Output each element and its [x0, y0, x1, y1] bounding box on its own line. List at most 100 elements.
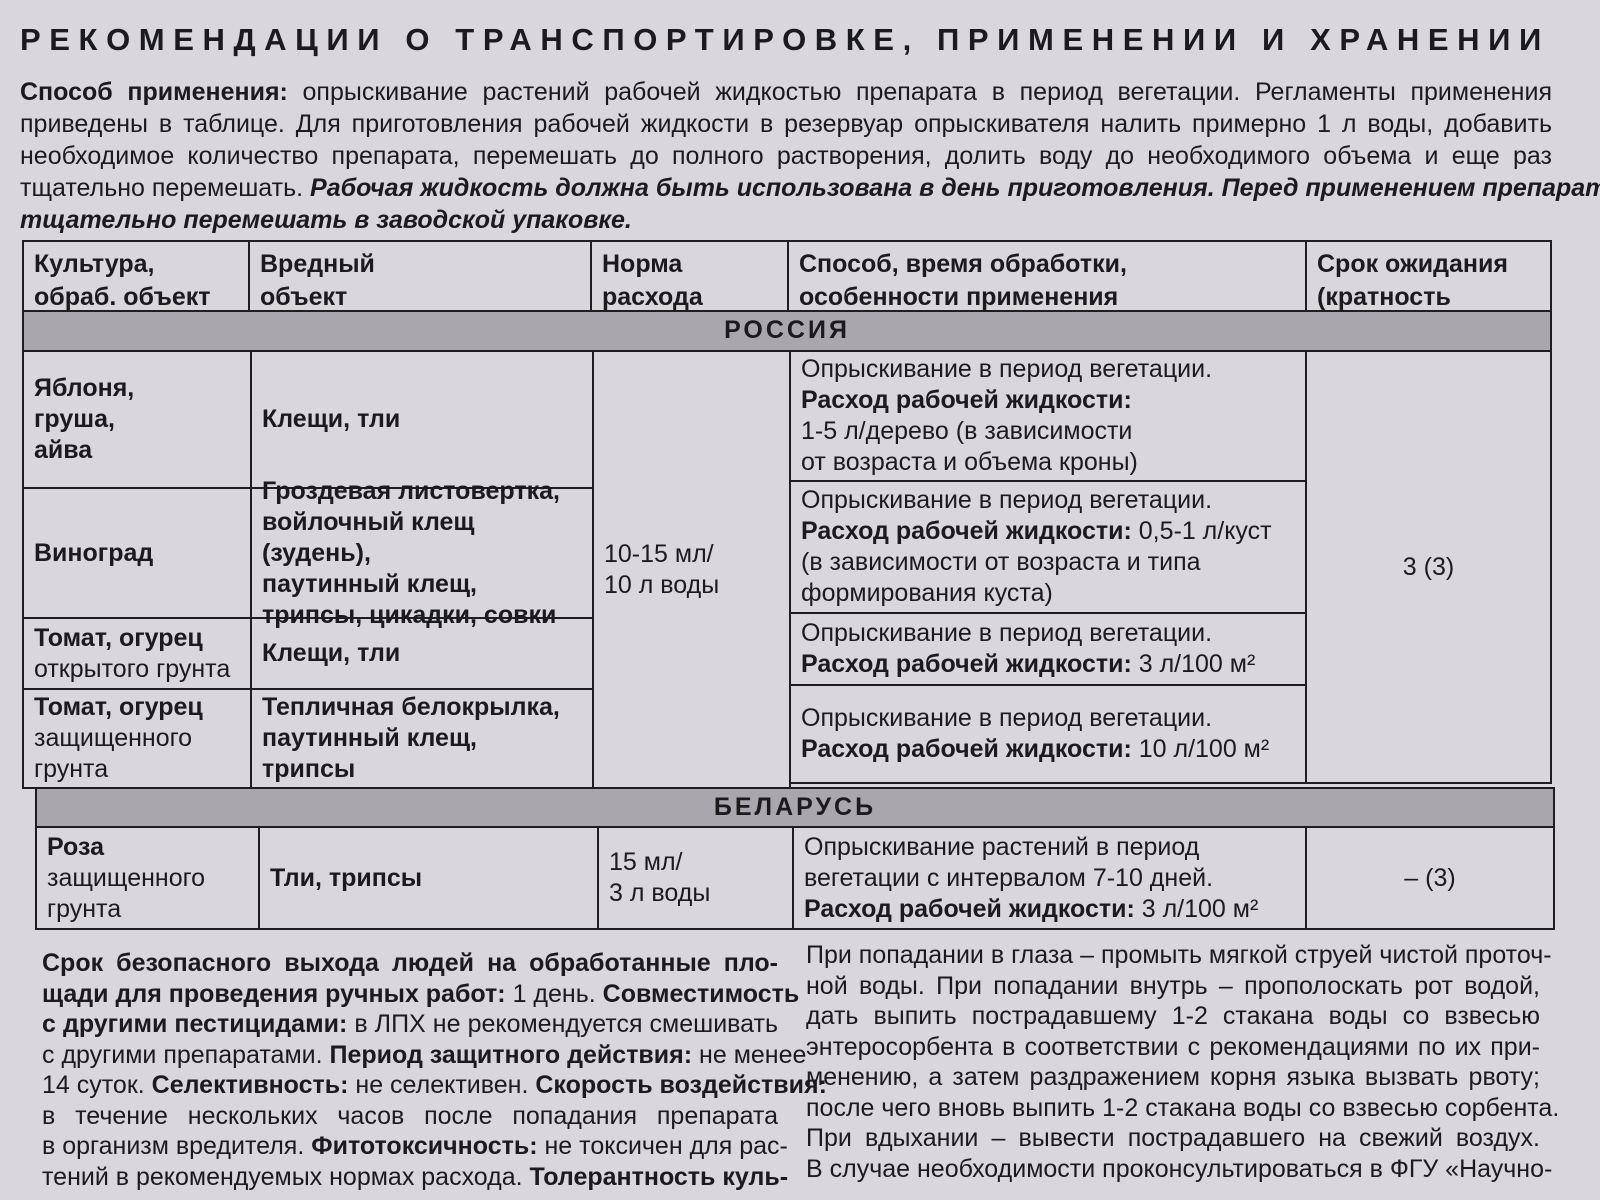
- text-segment: 14 суток.: [42, 1071, 152, 1099]
- method-cell: Опрыскивание в период вегетации. Расход …: [789, 480, 1307, 614]
- text-segment: энтеросорбента в соответствии с рекоменд…: [806, 1032, 1540, 1061]
- cell-text: Опрыскивание в период вегетации. Расход …: [801, 703, 1269, 765]
- text-segment: Опрыскивание в период вегетации.: [801, 355, 1213, 383]
- text-segment: Опрыскивание растений в период вегетации…: [804, 832, 1214, 892]
- rate-cell: 10-15 мл/ 10 л воды: [592, 350, 791, 789]
- text-segment: Опрыскивание в период вегетации.: [801, 486, 1213, 514]
- pest-cell: Тепличная белокрылка, паутинный клещ, тр…: [250, 688, 594, 789]
- cell-text: Опрыскивание в период вегетации. Расход …: [801, 485, 1272, 609]
- text-line: щади для проведения ручных работ: 1 день…: [42, 979, 799, 1010]
- text-line: ной воды. При попадании внутрь – прополо…: [806, 971, 1540, 1002]
- text-segment: щади для проведения ручных работ:: [42, 979, 506, 1008]
- text-segment: Расход рабочей жидкости:: [804, 894, 1135, 923]
- pest-cell: Клещи, тли: [250, 617, 594, 690]
- pest-cell: Клещи, тли: [250, 350, 594, 489]
- text-line: энтеросорбента в соответствии с рекоменд…: [806, 1032, 1540, 1063]
- text-segment: Скорость воздействия:: [535, 1071, 827, 1099]
- text-segment: 10 л/100 м²: [1131, 735, 1270, 763]
- text-segment: Виноград: [34, 538, 154, 567]
- text-line: Способ применения: опрыскивание растений…: [20, 76, 1552, 108]
- header-crop: Культура, обраб. объект: [22, 240, 250, 312]
- text-line: в течение нескольких часов после попадан…: [42, 1101, 778, 1132]
- page-title: РЕКОМЕНДАЦИИ О ТРАНСПОРТИРОВКЕ, ПРИМЕНЕН…: [20, 22, 1550, 57]
- cell-text: Яблоня, груша, айва: [34, 373, 134, 466]
- rate-cell: 15 мл/ 3 л воды: [597, 826, 794, 930]
- text-segment: тщательно перемешать.: [20, 174, 311, 202]
- text-segment: Период защитного действия:: [329, 1040, 693, 1069]
- text-segment: Толерантность куль-: [529, 1162, 789, 1191]
- text-segment: менению, а затем раздражением корня язык…: [806, 1063, 1540, 1091]
- text-line: Срок безопасного выхода людей на обработ…: [42, 948, 778, 979]
- text-segment: в течение нескольких часов после попадан…: [42, 1101, 778, 1130]
- region-russia: РОССИЯ: [22, 310, 1552, 352]
- text-segment: после чего вновь выпить 1-2 стакана воды…: [806, 1093, 1560, 1122]
- text-segment: Роза: [47, 832, 104, 861]
- text-segment: не селективен.: [348, 1071, 536, 1099]
- header-pest: Вредный объект: [248, 240, 592, 312]
- text-segment: Расход рабочей жидкости:: [801, 386, 1132, 414]
- text-line: менению, а затем раздражением корня язык…: [806, 1062, 1540, 1093]
- text-line: необходимое количество препарата, переме…: [20, 140, 1552, 172]
- text-segment: необходимое количество препарата, переме…: [20, 142, 1552, 170]
- method-cell: Опрыскивание в период вегетации. Расход …: [789, 612, 1307, 686]
- text-segment: защищенного грунта: [34, 724, 193, 783]
- cell-text: Опрыскивание растений в период вегетации…: [804, 832, 1258, 925]
- pest-cell: Тли, трипсы: [258, 826, 599, 930]
- method-cell: Опрыскивание в период вегетации. Расход …: [789, 684, 1307, 784]
- text-line: В случае необходимости проконсультироват…: [806, 1154, 1552, 1185]
- crop-cell: Томат, огурец защищенного грунта: [22, 688, 252, 789]
- text-segment: ной воды. При попадании внутрь – прополо…: [806, 971, 1540, 1000]
- text-segment: в ЛПХ не рекомендуется смешивать: [347, 1010, 778, 1038]
- text-segment: не токсичен для рас-: [537, 1132, 788, 1160]
- region-belarus: БЕЛАРУСЬ: [35, 787, 1555, 828]
- text-segment: Срок безопасного выхода людей на обработ…: [42, 949, 778, 977]
- text-segment: При попадании в глаза – промыть мягкой с…: [806, 941, 1552, 969]
- crop-cell: Виноград: [22, 487, 252, 619]
- text-segment: тщательно перемешать в заводской упаковк…: [20, 206, 632, 234]
- waiting-cell: – (3): [1305, 826, 1555, 930]
- pest-cell: Гроздевая листовертка, войлочный клещ (з…: [250, 477, 594, 629]
- text-line: с другими препаратами. Период защитного …: [42, 1040, 806, 1071]
- text-segment: Фитотоксичность:: [311, 1132, 538, 1160]
- text-line: тений в рекомендуемых нормах расхода. То…: [42, 1162, 788, 1193]
- text-segment: открытого грунта: [34, 654, 231, 683]
- text-line: тщательно перемешать в заводской упаковк…: [20, 204, 1552, 236]
- text-segment: опрыскивание растений рабочей жидкостью …: [287, 78, 1553, 106]
- text-segment: Расход рабочей жидкости:: [801, 517, 1132, 545]
- crop-cell: Яблоня, груша, айва: [22, 350, 252, 489]
- text-segment: Расход рабочей жидкости:: [801, 650, 1132, 678]
- header-waiting: Срок ожидания (кратность обраб.): [1305, 240, 1552, 344]
- text-segment: тений в рекомендуемых нормах расхода.: [42, 1162, 530, 1191]
- text-segment: Расход рабочей жидкости:: [801, 735, 1132, 763]
- crop-cell: Роза защищенного грунта: [35, 826, 260, 930]
- text-segment: Опрыскивание в период вегетации.: [801, 704, 1213, 732]
- text-segment: с другими препаратами.: [42, 1040, 330, 1069]
- text-segment: 3 л/100 м²: [1131, 650, 1256, 678]
- text-line: 14 суток. Селективность: не селективен. …: [42, 1070, 827, 1101]
- text-segment: с другими пестицидами:: [42, 1010, 348, 1038]
- text-segment: Томат, огурец: [34, 623, 203, 652]
- text-line: При попадании в глаза – промыть мягкой с…: [806, 940, 1552, 971]
- text-segment: В случае необходимости проконсультироват…: [806, 1154, 1553, 1183]
- text-segment: 0,5-1 л/куст (в зависимости от возраста …: [801, 517, 1272, 607]
- application-method-paragraph: Способ применения: опрыскивание растений…: [20, 76, 1600, 236]
- cell-text: Роза защищенного грунта: [47, 832, 205, 925]
- text-segment: дать выпить пострадавшему 1-2 стакана во…: [806, 1002, 1540, 1030]
- text-line: в организм вредителя. Фитотоксичность: н…: [42, 1131, 788, 1162]
- cell-text: Томат, огурец защищенного грунта: [34, 692, 203, 785]
- text-segment: в организм вредителя.: [42, 1132, 312, 1160]
- method-cell: Опрыскивание в период вегетации. Расход …: [789, 350, 1307, 482]
- text-segment: Способ применения:: [20, 78, 288, 106]
- text-line: При вдыхании – вывести пострадавшего на …: [806, 1123, 1540, 1154]
- cell-text: Опрыскивание в период вегетации. Расход …: [801, 618, 1255, 680]
- text-line: тщательно перемешать. Рабочая жидкость д…: [20, 172, 1600, 204]
- safety-info-paragraph: Срок безопасного выхода людей на обработ…: [42, 948, 827, 1193]
- text-segment: Рабочая жидкость должна быть использован…: [310, 174, 1600, 202]
- cell-text: Опрыскивание в период вегетации. Расход …: [801, 354, 1212, 478]
- text-line: дать выпить пострадавшему 1-2 стакана во…: [806, 1001, 1540, 1032]
- waiting-cell: 3 (3): [1305, 350, 1552, 784]
- text-segment: защищенного грунта: [47, 863, 206, 923]
- text-segment: Опрыскивание в период вегетации.: [801, 619, 1213, 647]
- text-segment: 1-5 л/дерево (в зависимости от возраста …: [801, 417, 1138, 476]
- header-rate: Норма расхода препарата: [590, 240, 789, 344]
